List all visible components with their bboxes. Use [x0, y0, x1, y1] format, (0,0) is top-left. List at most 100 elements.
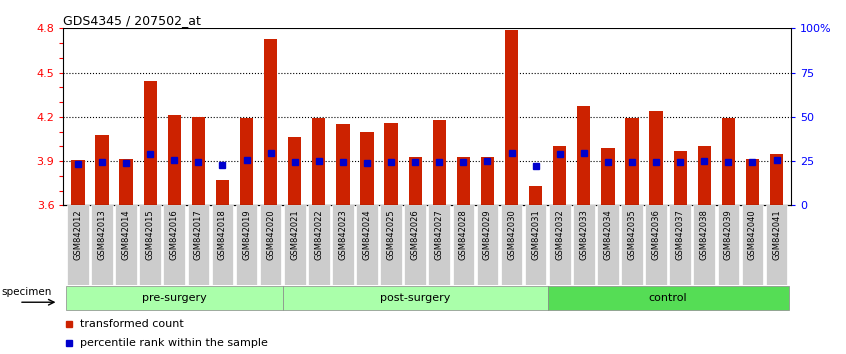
Bar — [192, 117, 205, 205]
Text: GSM842013: GSM842013 — [97, 209, 107, 260]
FancyBboxPatch shape — [308, 205, 330, 285]
FancyBboxPatch shape — [717, 205, 739, 285]
Bar — [168, 115, 181, 205]
Text: GSM842024: GSM842024 — [362, 209, 371, 260]
FancyBboxPatch shape — [549, 205, 570, 285]
Text: GSM842022: GSM842022 — [315, 209, 323, 260]
FancyBboxPatch shape — [525, 205, 547, 285]
FancyBboxPatch shape — [669, 205, 691, 285]
Text: GSM842019: GSM842019 — [242, 209, 251, 260]
FancyBboxPatch shape — [404, 205, 426, 285]
FancyBboxPatch shape — [260, 205, 282, 285]
FancyBboxPatch shape — [476, 205, 498, 285]
FancyBboxPatch shape — [66, 286, 283, 310]
Text: GSM842017: GSM842017 — [194, 209, 203, 260]
Bar — [673, 151, 687, 205]
Text: GSM842040: GSM842040 — [748, 209, 757, 260]
FancyBboxPatch shape — [91, 205, 113, 285]
FancyBboxPatch shape — [284, 205, 305, 285]
FancyBboxPatch shape — [115, 205, 137, 285]
Text: GSM842026: GSM842026 — [410, 209, 420, 260]
FancyBboxPatch shape — [547, 286, 788, 310]
FancyBboxPatch shape — [188, 205, 209, 285]
Text: GSM842041: GSM842041 — [772, 209, 781, 260]
Text: GSM842038: GSM842038 — [700, 209, 709, 260]
Bar — [553, 146, 566, 205]
FancyBboxPatch shape — [766, 205, 788, 285]
Text: GSM842016: GSM842016 — [170, 209, 179, 260]
Bar — [71, 160, 85, 205]
Text: percentile rank within the sample: percentile rank within the sample — [80, 338, 268, 348]
Bar — [264, 39, 277, 205]
Text: post-surgery: post-surgery — [380, 293, 450, 303]
Bar — [432, 120, 446, 205]
FancyBboxPatch shape — [140, 205, 161, 285]
Text: GSM842034: GSM842034 — [603, 209, 613, 260]
Bar — [119, 159, 133, 205]
FancyBboxPatch shape — [573, 205, 595, 285]
FancyBboxPatch shape — [332, 205, 354, 285]
FancyBboxPatch shape — [742, 205, 763, 285]
FancyBboxPatch shape — [163, 205, 185, 285]
Bar — [360, 132, 374, 205]
Bar — [746, 159, 759, 205]
FancyBboxPatch shape — [283, 286, 547, 310]
Text: GSM842027: GSM842027 — [435, 209, 444, 260]
FancyBboxPatch shape — [236, 205, 257, 285]
Bar — [336, 124, 349, 205]
FancyBboxPatch shape — [380, 205, 402, 285]
Text: GSM842036: GSM842036 — [651, 209, 661, 260]
Text: GSM842014: GSM842014 — [122, 209, 130, 260]
FancyBboxPatch shape — [428, 205, 450, 285]
Text: GSM842032: GSM842032 — [555, 209, 564, 260]
FancyBboxPatch shape — [501, 205, 522, 285]
Text: GSM842030: GSM842030 — [507, 209, 516, 260]
Text: GSM842018: GSM842018 — [218, 209, 227, 260]
Bar — [144, 81, 157, 205]
Bar — [770, 154, 783, 205]
Bar — [457, 156, 470, 205]
Text: GSM842015: GSM842015 — [146, 209, 155, 260]
Bar — [409, 156, 422, 205]
Bar — [240, 118, 253, 205]
Text: GSM842035: GSM842035 — [628, 209, 636, 260]
FancyBboxPatch shape — [67, 205, 89, 285]
Text: specimen: specimen — [1, 287, 52, 297]
Text: GSM842037: GSM842037 — [676, 209, 684, 260]
Text: GSM842012: GSM842012 — [74, 209, 82, 260]
FancyBboxPatch shape — [356, 205, 378, 285]
Bar — [650, 111, 662, 205]
FancyBboxPatch shape — [212, 205, 233, 285]
Text: GSM842033: GSM842033 — [580, 209, 588, 260]
Text: pre-surgery: pre-surgery — [142, 293, 206, 303]
Text: transformed count: transformed count — [80, 319, 184, 329]
FancyBboxPatch shape — [645, 205, 667, 285]
Bar — [288, 137, 301, 205]
FancyBboxPatch shape — [597, 205, 618, 285]
Text: GDS4345 / 207502_at: GDS4345 / 207502_at — [63, 14, 201, 27]
Text: GSM842023: GSM842023 — [338, 209, 348, 260]
Text: GSM842039: GSM842039 — [724, 209, 733, 260]
FancyBboxPatch shape — [453, 205, 475, 285]
Bar — [529, 186, 542, 205]
Bar — [577, 107, 591, 205]
FancyBboxPatch shape — [694, 205, 715, 285]
Bar — [96, 135, 108, 205]
Bar — [384, 123, 398, 205]
Bar — [312, 118, 326, 205]
Text: GSM842028: GSM842028 — [459, 209, 468, 260]
Text: GSM842031: GSM842031 — [531, 209, 540, 260]
FancyBboxPatch shape — [621, 205, 643, 285]
Bar — [481, 156, 494, 205]
Text: control: control — [649, 293, 688, 303]
Bar — [602, 148, 614, 205]
Bar — [722, 118, 735, 205]
Bar — [698, 146, 711, 205]
Text: GSM842025: GSM842025 — [387, 209, 396, 260]
Bar — [505, 30, 518, 205]
Text: GSM842020: GSM842020 — [266, 209, 275, 260]
Text: GSM842021: GSM842021 — [290, 209, 299, 260]
Bar — [625, 118, 639, 205]
Text: GSM842029: GSM842029 — [483, 209, 492, 260]
Bar — [216, 179, 229, 205]
